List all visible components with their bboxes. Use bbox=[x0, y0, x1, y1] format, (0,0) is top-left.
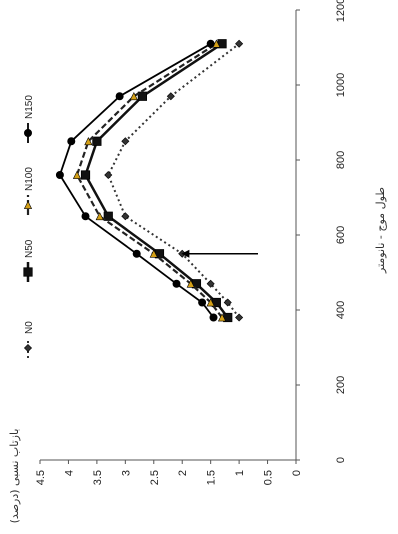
y-tick-label: 0.5 bbox=[263, 470, 275, 485]
series-line-n50 bbox=[84, 42, 229, 319]
y-tick-label: 2 bbox=[177, 470, 189, 476]
data-point-n50 bbox=[103, 211, 113, 221]
data-point-n100 bbox=[84, 136, 93, 146]
data-point-n50 bbox=[92, 136, 102, 146]
x-tick-label: 200 bbox=[335, 376, 347, 394]
data-point-n100 bbox=[129, 91, 138, 101]
legend: N0 N50 N100 N150 bbox=[23, 95, 35, 358]
x-tick-label: 0 bbox=[335, 457, 347, 463]
legend-label-n50: N50 bbox=[24, 239, 35, 258]
y-tick-label: 1.5 bbox=[206, 470, 218, 485]
data-point-n150 bbox=[115, 92, 124, 101]
plot-area bbox=[55, 39, 244, 323]
annotation-arrow-head bbox=[181, 249, 190, 258]
data-point-n100 bbox=[186, 279, 195, 288]
data-point-n50 bbox=[80, 170, 91, 180]
legend-marker-n150 bbox=[23, 128, 32, 137]
data-point-n0 bbox=[206, 279, 215, 288]
y-tick-label: 4 bbox=[63, 470, 75, 476]
x-tick-label: 400 bbox=[335, 301, 347, 319]
y-tick-label: 1 bbox=[234, 470, 246, 476]
data-point-n100 bbox=[72, 170, 82, 179]
y-tick-label: 3.5 bbox=[92, 470, 104, 485]
data-point-n100 bbox=[149, 249, 158, 258]
data-point-n150 bbox=[55, 170, 64, 179]
legend-label-n150: N150 bbox=[24, 95, 35, 119]
x-axis-title: طول موج - نانومتر bbox=[374, 187, 387, 274]
data-point-n150 bbox=[67, 137, 76, 146]
x-tick-label: 1200 bbox=[335, 0, 347, 22]
series-line-n0 bbox=[107, 43, 240, 319]
data-point-n150 bbox=[172, 279, 181, 288]
y-tick-label: 2.5 bbox=[149, 470, 161, 485]
legend-marker-n100 bbox=[23, 200, 33, 209]
legend-label-n0: N0 bbox=[24, 321, 35, 334]
y-tick-label: 3 bbox=[120, 470, 132, 476]
data-point-n100 bbox=[206, 298, 215, 307]
annotation bbox=[181, 249, 258, 258]
series-line-n150 bbox=[58, 43, 215, 319]
data-point-n100 bbox=[217, 313, 227, 322]
data-point-n150 bbox=[206, 39, 215, 48]
data-point-n0 bbox=[121, 212, 130, 221]
x-tick-label: 600 bbox=[335, 226, 347, 244]
data-point-n100 bbox=[95, 211, 104, 221]
axes: 0 200 400 600 800 1000 1200 0 0.5 1 1.5 2 2.5 3 3.5 4 4.… bbox=[8, 0, 387, 523]
data-point-n150 bbox=[198, 298, 207, 307]
data-point-n150 bbox=[209, 313, 218, 322]
data-point-n0 bbox=[235, 39, 244, 48]
data-point-n0 bbox=[121, 137, 130, 146]
series-line-n100 bbox=[75, 42, 223, 319]
data-point-n150 bbox=[81, 212, 90, 221]
legend-marker-n50 bbox=[23, 267, 33, 277]
data-point-n0 bbox=[104, 170, 113, 180]
y-tick-label: 4.5 bbox=[35, 470, 47, 485]
legend-label-n100: N100 bbox=[24, 167, 35, 191]
data-point-n0 bbox=[166, 92, 175, 101]
data-point-n50 bbox=[137, 91, 147, 101]
data-point-n150 bbox=[132, 249, 141, 258]
data-point-n0 bbox=[223, 298, 232, 307]
y-tick-label: 0 bbox=[291, 470, 303, 476]
y-axis-title: بازتاب نسبی (درصد) bbox=[8, 429, 21, 524]
legend-marker-n0 bbox=[23, 343, 33, 353]
x-tick-label: 1000 bbox=[335, 73, 347, 97]
data-point-n0 bbox=[235, 313, 244, 322]
x-tick-label: 800 bbox=[335, 151, 347, 169]
